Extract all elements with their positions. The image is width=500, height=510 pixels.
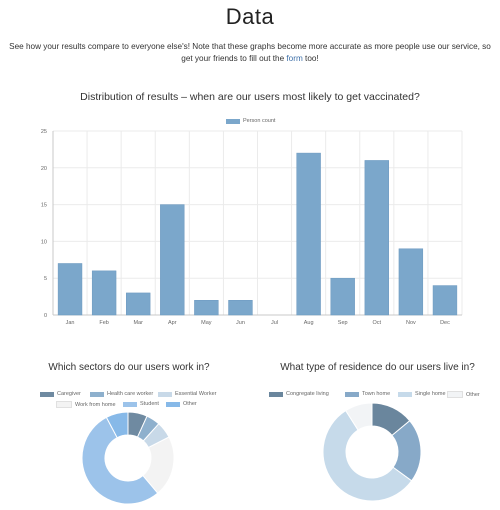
slice-student[interactable]	[81, 416, 159, 505]
y-tick-label: 25	[41, 129, 47, 135]
legend-label: Town home	[362, 391, 391, 397]
x-tick-label: Jan	[66, 320, 75, 326]
legend-swatch	[345, 391, 359, 397]
x-tick-label: May	[201, 320, 212, 326]
bar-nov[interactable]	[398, 248, 424, 316]
sectors-chart-title: Which sectors do our users work in?	[48, 362, 210, 373]
legend-label: Person count	[243, 118, 276, 124]
legend-item-work-from-home[interactable]: Work from home	[56, 401, 116, 408]
legend-swatch	[123, 401, 137, 407]
y-tick-label: 5	[44, 276, 47, 282]
bar-chart-title: Distribution of results – when are our u…	[80, 91, 420, 103]
legend-swatch	[90, 391, 104, 397]
slice-single-home[interactable]	[322, 409, 413, 502]
residence-donut-chart	[322, 402, 422, 502]
x-tick-label: Jul	[271, 320, 278, 326]
sectors-donut-chart	[81, 411, 175, 505]
bar-aug[interactable]	[296, 152, 321, 316]
bar-jan[interactable]	[57, 263, 83, 316]
sectors-legend: Caregiver Health care worker Essential Wor…	[0, 390, 258, 414]
residence-legend: Congregate living Town home Single home Oth…	[255, 390, 500, 400]
bar-feb[interactable]	[91, 270, 117, 316]
legend-label: Other	[183, 401, 197, 407]
legend-label: Work from home	[75, 401, 116, 408]
bar-dec[interactable]	[432, 285, 458, 316]
bar-chart: 0 5 10 15 20 25 Jan Feb Mar Apr May Jun Jul Aug Sep Oct…	[41, 129, 463, 326]
x-tick-label: Sep	[338, 320, 348, 326]
x-tick-label: Feb	[99, 320, 108, 326]
slice-other[interactable]	[345, 402, 373, 431]
legend-swatch	[158, 391, 172, 397]
intro-text: See how your results compare to everyone…	[6, 41, 494, 65]
bar-may[interactable]	[194, 300, 219, 316]
legend-swatch	[56, 401, 72, 408]
bar-mar[interactable]	[126, 292, 151, 316]
y-tick-label: 10	[41, 239, 47, 245]
x-tick-label: Aug	[304, 320, 314, 326]
legend-swatch	[447, 391, 463, 398]
legend-item-person-count[interactable]: Person count	[226, 118, 275, 124]
bar-apr[interactable]	[160, 204, 185, 316]
legend-item-essential-worker[interactable]: Essential Worker	[158, 391, 216, 397]
legend-label: Student	[140, 401, 159, 407]
legend-item-single-home[interactable]: Single home	[398, 391, 446, 397]
legend-swatch	[166, 401, 180, 407]
form-link[interactable]: form	[286, 54, 303, 63]
intro-text-end: too!	[302, 54, 319, 63]
bar-oct[interactable]	[364, 160, 389, 316]
intro-text-start: See how your results compare to everyone…	[9, 42, 491, 63]
x-tick-label: Jun	[236, 320, 245, 326]
legend-item-town-home[interactable]: Town home	[345, 391, 390, 397]
page-title: Data	[225, 4, 275, 29]
bar-sep[interactable]	[330, 277, 355, 316]
y-tick-label: 0	[44, 313, 47, 319]
legend-item-student[interactable]: Student	[123, 401, 159, 407]
residence-chart-title: What type of residence do our users live…	[280, 362, 475, 373]
y-tick-label: 15	[41, 203, 47, 209]
x-tick-label: Mar	[133, 320, 143, 326]
legend-item-other[interactable]: Other	[166, 401, 197, 407]
x-tick-label: Nov	[406, 320, 416, 326]
legend-label: Essential Worker	[175, 391, 217, 397]
legend-item-health-care-worker[interactable]: Health care worker	[90, 391, 153, 397]
legend-item-caregiver[interactable]: Caregiver	[40, 391, 81, 397]
bar-jun[interactable]	[228, 300, 253, 316]
x-tick-label: Apr	[168, 320, 177, 326]
legend-swatch	[226, 118, 240, 124]
legend-item-other[interactable]: Other	[447, 391, 480, 398]
legend-label: Health care worker	[107, 391, 154, 397]
legend-label: Congregate living	[286, 391, 329, 397]
slice-other[interactable]	[105, 411, 129, 439]
x-tick-label: Oct	[373, 320, 382, 326]
legend-swatch	[398, 391, 412, 397]
legend-swatch	[269, 391, 283, 397]
legend-label: Caregiver	[57, 391, 81, 397]
legend-label: Other	[466, 391, 480, 398]
x-tick-label: Dec	[440, 320, 450, 326]
bar-chart-legend: Person count	[0, 118, 500, 126]
legend-swatch	[40, 391, 54, 397]
legend-label: Single home	[415, 391, 446, 397]
legend-item-congregate-living[interactable]: Congregate living	[269, 391, 329, 397]
y-tick-label: 20	[41, 166, 47, 172]
